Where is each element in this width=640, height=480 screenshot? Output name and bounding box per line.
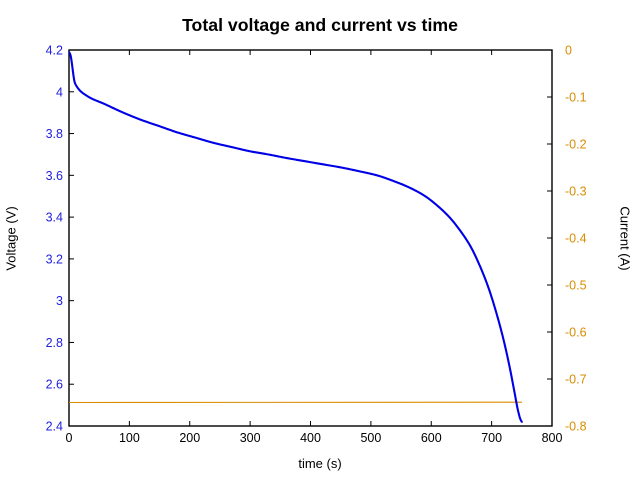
svg-text:600: 600 <box>421 431 442 445</box>
svg-text:-0.4: -0.4 <box>565 232 587 246</box>
svg-text:-0.1: -0.1 <box>565 91 587 105</box>
svg-text:200: 200 <box>179 431 200 445</box>
svg-text:-0.7: -0.7 <box>565 373 587 387</box>
svg-text:-0.6: -0.6 <box>565 326 587 340</box>
svg-text:-0.5: -0.5 <box>565 279 587 293</box>
svg-text:3.4: 3.4 <box>46 211 63 225</box>
svg-text:500: 500 <box>360 431 381 445</box>
svg-text:0: 0 <box>66 431 73 445</box>
svg-text:-0.3: -0.3 <box>565 185 587 199</box>
svg-text:4.2: 4.2 <box>46 44 63 58</box>
svg-text:700: 700 <box>481 431 502 445</box>
svg-text:100: 100 <box>119 431 140 445</box>
svg-text:400: 400 <box>300 431 321 445</box>
svg-text:-0.8: -0.8 <box>565 420 587 434</box>
svg-text:3.2: 3.2 <box>46 252 63 266</box>
svg-text:3.6: 3.6 <box>46 169 63 183</box>
svg-text:300: 300 <box>240 431 261 445</box>
svg-text:0: 0 <box>565 44 572 58</box>
svg-text:3: 3 <box>56 294 63 308</box>
svg-text:-0.2: -0.2 <box>565 138 587 152</box>
svg-text:2.6: 2.6 <box>46 378 63 392</box>
svg-text:4: 4 <box>56 85 63 99</box>
svg-text:800: 800 <box>542 431 563 445</box>
svg-text:2.4: 2.4 <box>46 420 63 434</box>
svg-text:2.8: 2.8 <box>46 336 63 350</box>
svg-text:3.8: 3.8 <box>46 127 63 141</box>
